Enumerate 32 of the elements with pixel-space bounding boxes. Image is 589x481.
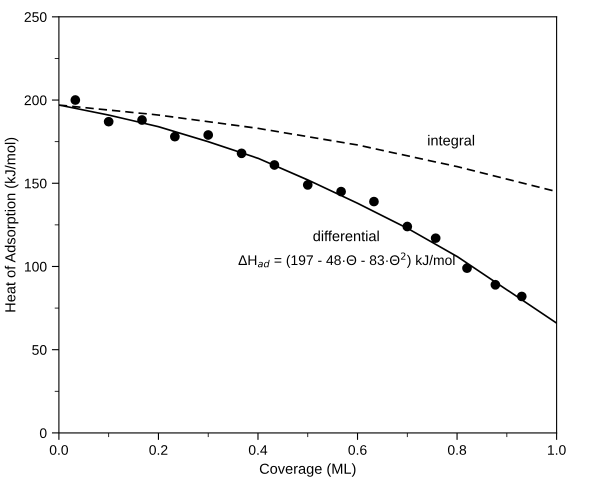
y-tick-label: 50 [32, 345, 47, 355]
point [516, 292, 527, 302]
point [236, 148, 246, 158]
y-tick-label: 200 [24, 95, 47, 106]
point [302, 180, 313, 190]
point [430, 233, 441, 244]
point [70, 95, 80, 105]
x-tick-label: 0.0 [50, 445, 68, 455]
point [336, 186, 346, 196]
y-tick-label: 250 [24, 12, 47, 22]
point [170, 132, 180, 142]
x-tick-label: 0.4 [248, 445, 268, 455]
point [402, 222, 412, 232]
x-tick-label: 0.6 [348, 445, 367, 455]
annotation: differential [313, 230, 379, 242]
point [203, 130, 214, 140]
y-tick-label: 0 [40, 428, 47, 438]
annotation: ΔH$_{ad}$ = (197 - 48·Θ - 83·Θ$^{2}$) kJ/mol [238, 252, 454, 268]
x-axis-title: Coverage (ML) [260, 463, 356, 477]
point [490, 280, 500, 290]
x-tick-label: 1.0 [548, 445, 566, 455]
y-tick-label: 100 [24, 262, 47, 272]
point [104, 116, 114, 127]
y-tick-label: 150 [24, 178, 47, 188]
point [369, 196, 379, 206]
y-axis-title: Heat of Adsorption (kJ/mol) [4, 138, 18, 312]
point [137, 115, 147, 125]
point [462, 263, 472, 273]
point [270, 160, 280, 170]
x-tick-label: 0.2 [149, 445, 168, 455]
annotation: integral [428, 134, 474, 148]
x-tick-label: 0.8 [448, 445, 466, 455]
